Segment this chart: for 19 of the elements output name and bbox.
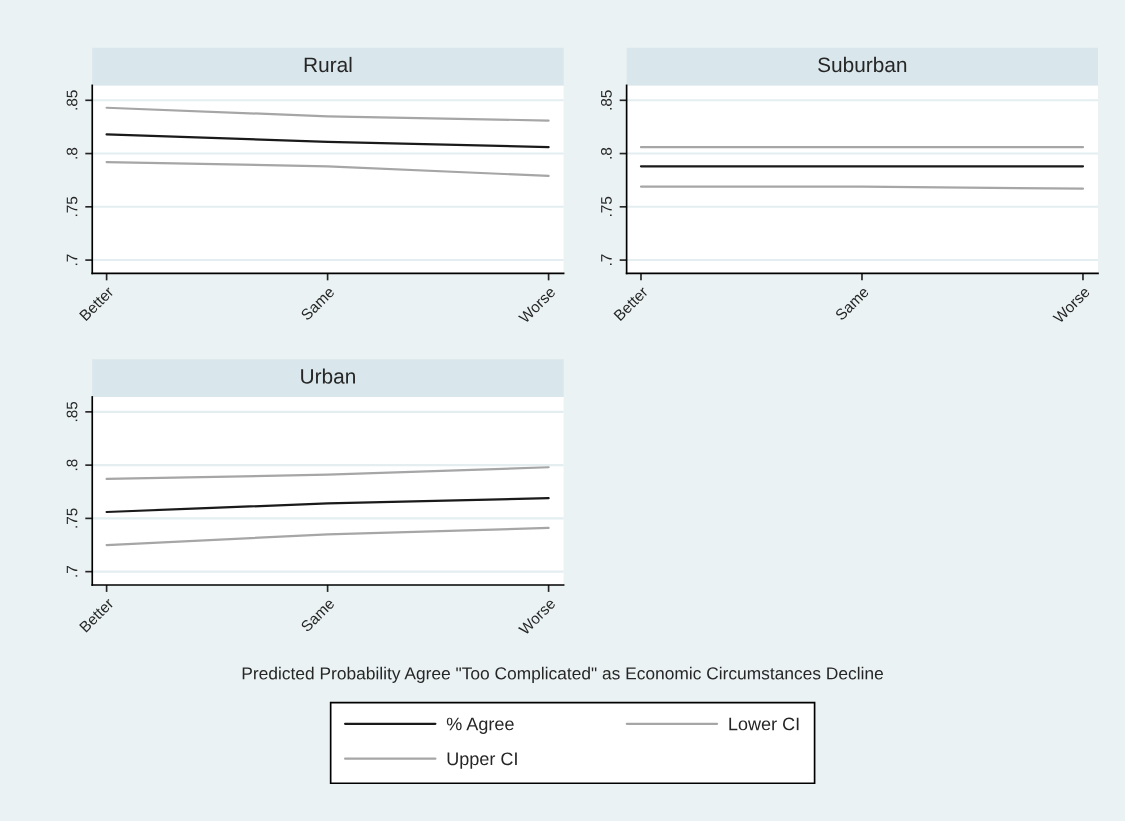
y-tick-label: .7 (66, 254, 78, 266)
legend-label: Upper CI (447, 752, 517, 769)
y-tick-label: .75 (601, 196, 612, 217)
y-tick-label: .7 (601, 254, 612, 266)
y-tick-label: .75 (66, 196, 78, 217)
legend-label: Lower CI (729, 717, 799, 731)
y-tick-label: .75 (66, 508, 78, 528)
chart-title: Rural (304, 56, 352, 73)
text: Predicted Probability Agree "Too Complicated" as Economic Circumstances Decline (242, 666, 883, 683)
y-tick-label: .8 (66, 147, 78, 159)
chart-title: Urban (301, 368, 355, 384)
y-tick-label: .85 (66, 401, 78, 422)
y-tick-label: .8 (66, 459, 78, 471)
y-tick-label: .8 (600, 147, 612, 159)
y-tick-label: .85 (66, 90, 78, 110)
chart-title: Suburban (818, 56, 907, 73)
y-tick-label: .85 (600, 90, 612, 110)
legend-label: % Agree (446, 717, 514, 734)
y-tick-label: .7 (66, 566, 78, 577)
